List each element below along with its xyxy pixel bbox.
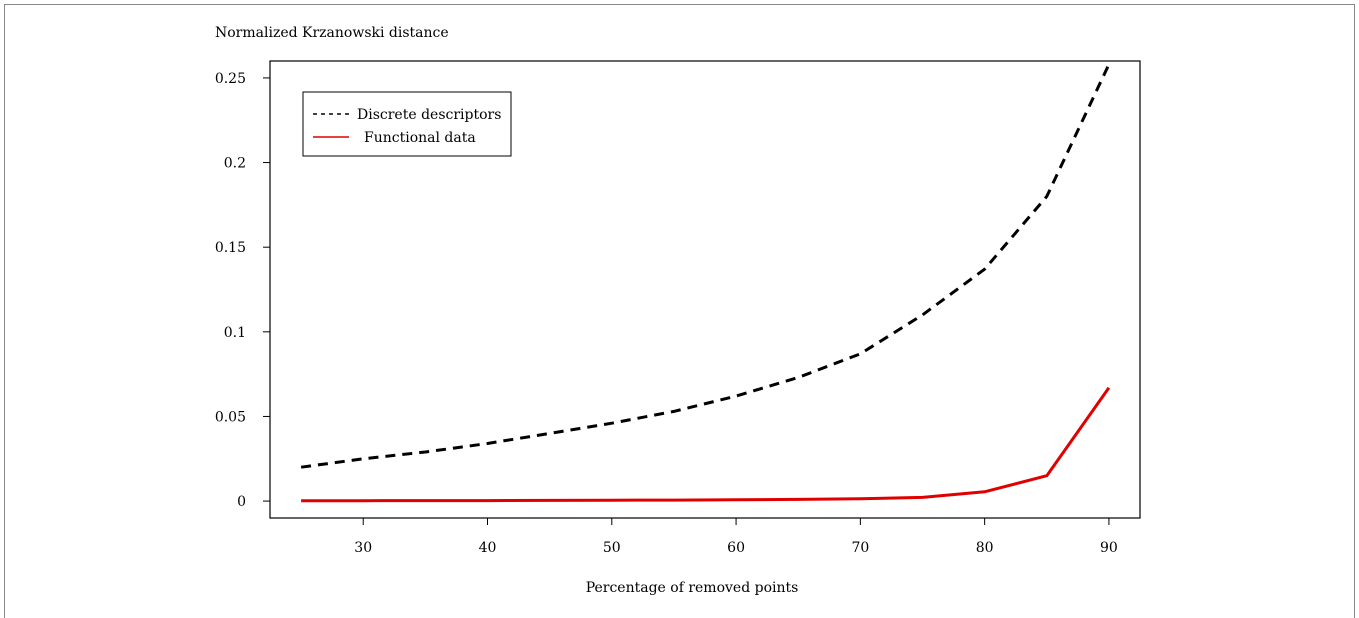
y-tick-label: 0.25: [215, 71, 246, 87]
x-tick-label: 80: [976, 540, 994, 556]
x-axis: 30 40 50 60 70 80 90: [354, 518, 1118, 556]
series-layer: [300, 63, 1111, 503]
plot-area: [269, 60, 1141, 519]
y-tick-label: 0.15: [215, 240, 246, 256]
x-tick-label: 90: [1100, 540, 1118, 556]
y-axis-label: Normalized Krzanowski distance: [215, 25, 449, 41]
y-tick-label: 0.2: [224, 156, 246, 172]
legend-box: [302, 91, 512, 157]
x-tick-label: 30: [354, 540, 372, 556]
series-line-functional-data: [301, 386, 1111, 503]
x-tick-label: 40: [479, 540, 497, 556]
y-tick-label: 0.05: [215, 409, 246, 425]
y-axis: 0 0.05 0.1 0.15 0.2 0.25: [215, 71, 270, 510]
legend-label-functional: Functional data: [364, 130, 476, 146]
legend: Discrete descriptors Functional data: [302, 91, 512, 157]
y-tick-label: 0.1: [224, 325, 246, 341]
x-axis-label: Percentage of removed points: [586, 580, 799, 596]
x-tick-label: 60: [727, 540, 745, 556]
y-tick-label: 0: [237, 494, 246, 510]
series-line-discrete-descriptors: [300, 63, 1111, 469]
x-tick-label: 70: [851, 540, 869, 556]
figure-frame: [4, 4, 1355, 618]
x-tick-label: 50: [603, 540, 621, 556]
legend-label-discrete: Discrete descriptors: [357, 107, 501, 123]
